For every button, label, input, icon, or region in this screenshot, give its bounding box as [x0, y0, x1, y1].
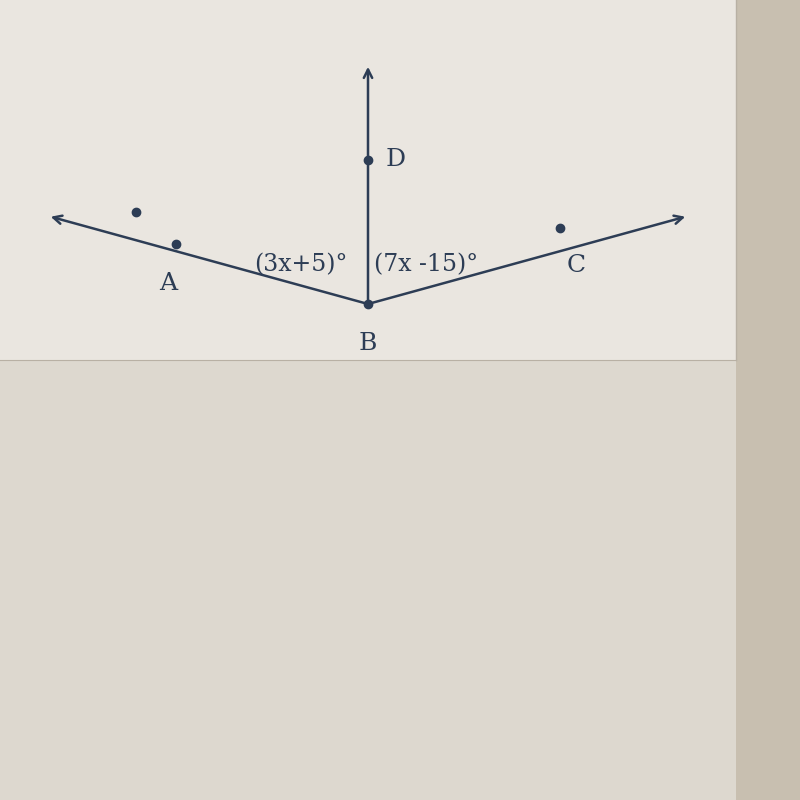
Text: D: D: [386, 149, 406, 171]
Text: (7x -15)°: (7x -15)°: [374, 253, 478, 276]
Bar: [0, 0, 736, 360]
Text: B: B: [359, 332, 377, 355]
Text: C: C: [566, 254, 586, 277]
Text: A: A: [159, 272, 177, 295]
Bar: [0, 0, 736, 360]
Text: (3x+5)°: (3x+5)°: [254, 253, 348, 276]
